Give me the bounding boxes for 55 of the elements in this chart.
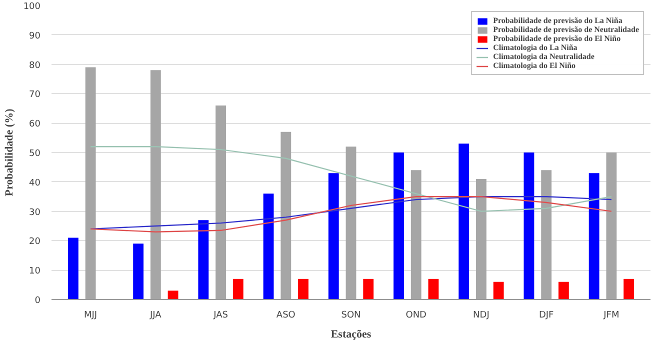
- bar: [541, 170, 552, 300]
- bar: [493, 282, 504, 300]
- line-series: [90, 146, 612, 212]
- bar: [428, 278, 439, 300]
- legend-label: Probabilidade de previsão de Neutralidade: [493, 25, 639, 34]
- bar: [263, 194, 274, 300]
- bar: [346, 146, 356, 300]
- bar: [150, 70, 161, 300]
- y-tick-label: 40: [29, 178, 41, 188]
- legend-label: Climatologia do El Niño: [493, 61, 576, 70]
- bar: [216, 105, 226, 300]
- bar: [298, 278, 308, 300]
- bar: [328, 173, 339, 300]
- bar: [85, 67, 96, 300]
- y-tick-label: 10: [29, 266, 41, 277]
- bar: [476, 178, 486, 300]
- bar: [524, 152, 534, 300]
- x-tick-label: JJA: [149, 310, 162, 320]
- y-tick-label: 50: [29, 149, 41, 159]
- legend-label: Climatologia da Neutralidade: [493, 52, 594, 61]
- bar: [198, 220, 209, 300]
- bar: [232, 278, 244, 300]
- y-tick-label: 30: [29, 208, 41, 218]
- bar: [458, 144, 470, 300]
- y-tick-label: 70: [29, 90, 41, 100]
- y-tick-label: 100: [23, 2, 41, 12]
- x-tick-label: MJJ: [84, 310, 98, 320]
- bar: [133, 244, 144, 300]
- legend-label: Probabilidade de previsão do El Niño: [493, 34, 621, 43]
- x-tick-label: JAS: [212, 310, 228, 320]
- bar: [410, 170, 422, 300]
- x-tick-label: JFM: [602, 310, 620, 320]
- bar: [68, 238, 78, 300]
- y-tick-label: 90: [29, 31, 41, 42]
- bar: [558, 282, 569, 300]
- y-axis-title: Probabilidade (%): [3, 108, 16, 196]
- bar: [606, 152, 617, 300]
- x-tick-label: SON: [341, 310, 361, 320]
- x-tick-label: ASO: [276, 310, 296, 320]
- bar: [394, 152, 404, 300]
- y-tick-label: 0: [34, 296, 41, 306]
- bar: [624, 278, 634, 300]
- y-tick-label: 80: [29, 60, 41, 71]
- x-tick-label: DJF: [538, 310, 554, 320]
- bar: [588, 173, 600, 300]
- bar: [280, 132, 292, 300]
- x-axis-title: Estações: [330, 328, 372, 340]
- y-tick-label: 60: [29, 120, 41, 130]
- x-tick-label: OND: [406, 310, 427, 320]
- bar: [168, 290, 178, 300]
- y-tick-label: 20: [29, 237, 41, 248]
- bar: [363, 278, 374, 300]
- legend-label: Probabilidade de previsão do La Niña: [493, 16, 622, 25]
- legend-label: Climatologia do La Niña: [493, 43, 578, 52]
- x-tick-label: NDJ: [473, 310, 490, 320]
